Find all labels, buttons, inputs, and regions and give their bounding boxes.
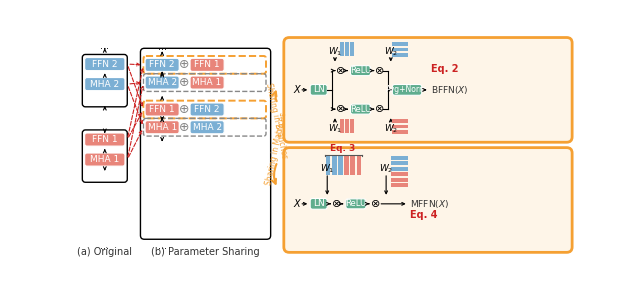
FancyBboxPatch shape xyxy=(392,84,422,95)
Text: ⊗: ⊗ xyxy=(375,66,385,76)
Text: BFFN$(X)$: BFFN$(X)$ xyxy=(431,84,468,96)
Text: ⊗: ⊗ xyxy=(371,199,380,209)
Text: ⊗: ⊗ xyxy=(375,104,385,114)
Bar xyxy=(392,130,408,134)
Text: FFN 1: FFN 1 xyxy=(195,60,220,69)
Text: MHA 2: MHA 2 xyxy=(148,78,177,87)
FancyBboxPatch shape xyxy=(145,103,179,116)
Bar xyxy=(391,183,408,187)
Text: ReLU: ReLU xyxy=(350,105,371,114)
Text: ReLU: ReLU xyxy=(350,66,371,75)
Bar xyxy=(340,42,344,56)
FancyBboxPatch shape xyxy=(190,58,224,71)
Text: ⊕: ⊕ xyxy=(179,58,190,71)
Text: $X$: $X$ xyxy=(293,83,303,95)
Text: (b) Parameter Sharing: (b) Parameter Sharing xyxy=(151,247,260,257)
Bar xyxy=(391,178,408,181)
Text: Eq. 4: Eq. 4 xyxy=(410,210,438,220)
Text: ...: ... xyxy=(100,241,109,251)
FancyBboxPatch shape xyxy=(145,76,179,89)
Text: Eq. 2: Eq. 2 xyxy=(431,64,459,74)
Text: ⊕: ⊕ xyxy=(179,103,190,116)
Text: FFN 2: FFN 2 xyxy=(195,105,220,114)
Text: $X$: $X$ xyxy=(293,197,303,209)
FancyBboxPatch shape xyxy=(190,76,224,89)
Bar xyxy=(338,156,343,174)
Text: Eq. 3: Eq. 3 xyxy=(330,144,355,153)
Text: ⊗: ⊗ xyxy=(337,104,346,114)
Text: FFN 1: FFN 1 xyxy=(92,135,118,144)
Bar xyxy=(392,53,408,57)
Text: ⊕: ⊕ xyxy=(179,121,190,134)
FancyBboxPatch shape xyxy=(84,77,125,91)
Bar xyxy=(332,156,337,174)
Text: $W_2$: $W_2$ xyxy=(383,45,398,58)
Bar xyxy=(340,119,344,133)
Text: FFN 2: FFN 2 xyxy=(92,60,118,69)
Bar xyxy=(351,156,355,174)
Bar xyxy=(392,48,408,51)
Text: ...: ... xyxy=(157,42,166,52)
FancyBboxPatch shape xyxy=(84,57,125,71)
Bar xyxy=(392,42,408,46)
Text: ...: ... xyxy=(157,241,166,251)
Text: $W_2$: $W_2$ xyxy=(379,163,393,175)
FancyBboxPatch shape xyxy=(190,121,224,134)
FancyBboxPatch shape xyxy=(84,153,125,166)
Text: LN: LN xyxy=(313,85,324,94)
Bar xyxy=(345,119,349,133)
Bar xyxy=(391,156,408,160)
Text: MFFN$(X)$: MFFN$(X)$ xyxy=(410,198,449,210)
Text: MHA 1: MHA 1 xyxy=(90,155,120,164)
Bar xyxy=(392,119,408,123)
Bar xyxy=(351,42,355,56)
FancyBboxPatch shape xyxy=(145,58,179,71)
Text: MHA 1: MHA 1 xyxy=(193,78,221,87)
FancyBboxPatch shape xyxy=(284,38,572,142)
Text: ⊗: ⊗ xyxy=(337,66,346,76)
Text: $W_1$: $W_1$ xyxy=(320,163,335,175)
Text: LN: LN xyxy=(313,199,324,208)
Bar xyxy=(356,156,362,174)
Text: $W_2$: $W_2$ xyxy=(383,122,398,135)
FancyBboxPatch shape xyxy=(351,66,371,76)
Text: $W_1$: $W_1$ xyxy=(328,45,342,58)
Bar xyxy=(391,167,408,171)
Text: Sharing in Matrices: Sharing in Matrices xyxy=(264,111,288,186)
FancyBboxPatch shape xyxy=(145,121,179,134)
FancyBboxPatch shape xyxy=(310,84,327,95)
FancyBboxPatch shape xyxy=(310,198,327,209)
Text: (a) Original: (a) Original xyxy=(77,247,132,257)
Bar xyxy=(392,125,408,128)
Text: MHA 1: MHA 1 xyxy=(148,123,177,132)
Bar xyxy=(326,156,330,174)
FancyBboxPatch shape xyxy=(190,103,224,116)
Text: Avg+Norm: Avg+Norm xyxy=(387,85,428,94)
Text: $W_1$: $W_1$ xyxy=(328,122,342,135)
Text: MHA 2: MHA 2 xyxy=(90,79,120,89)
Text: Sharing in Branches: Sharing in Branches xyxy=(264,82,289,159)
FancyBboxPatch shape xyxy=(84,133,125,146)
Bar xyxy=(344,156,349,174)
Text: ⊕: ⊕ xyxy=(179,76,190,89)
Text: MHA 2: MHA 2 xyxy=(193,123,221,132)
FancyBboxPatch shape xyxy=(346,199,366,209)
Text: ReLU: ReLU xyxy=(346,199,367,208)
Text: FFN 1: FFN 1 xyxy=(149,105,175,114)
Bar xyxy=(345,42,349,56)
Bar xyxy=(351,119,355,133)
Bar xyxy=(391,162,408,165)
FancyBboxPatch shape xyxy=(284,148,572,252)
Text: ⊗: ⊗ xyxy=(332,199,341,209)
Text: FFN 2: FFN 2 xyxy=(149,60,175,69)
Text: ...: ... xyxy=(100,41,109,51)
Bar xyxy=(391,172,408,176)
FancyBboxPatch shape xyxy=(351,104,371,114)
